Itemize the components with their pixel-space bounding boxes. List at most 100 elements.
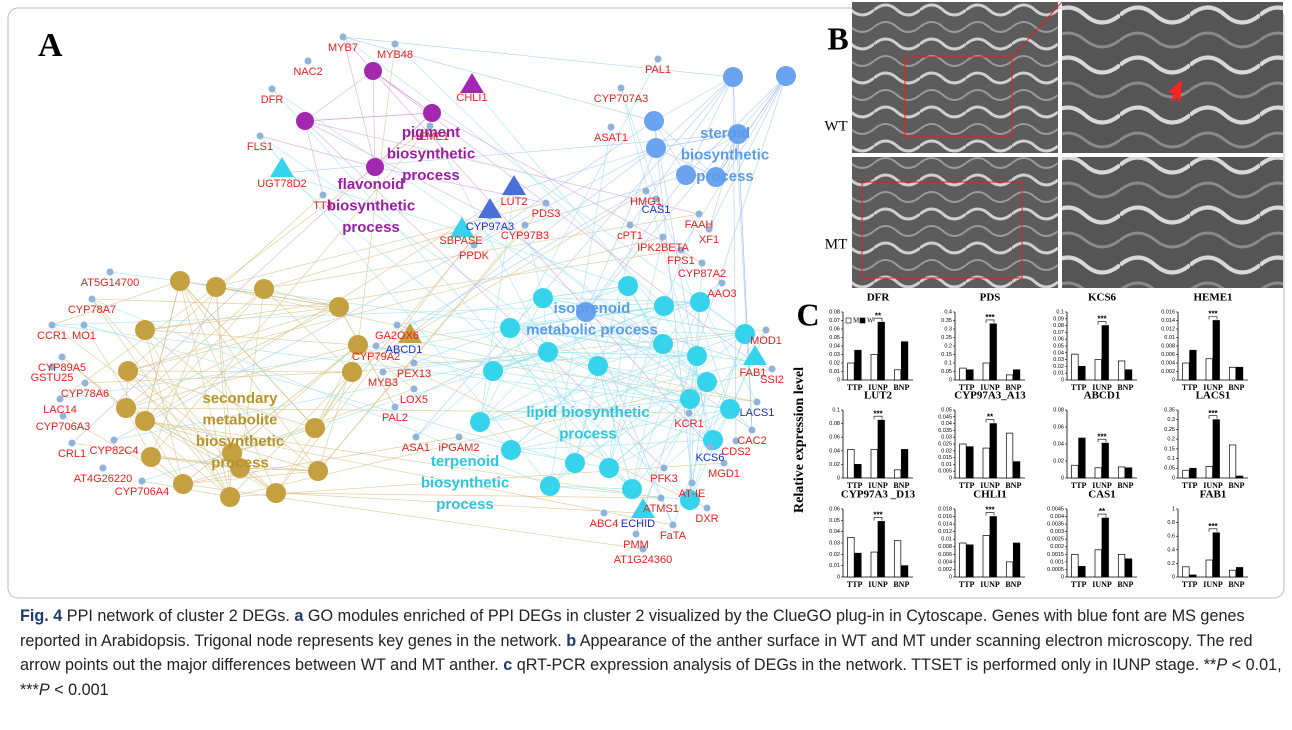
y-tick-label: 0.25 [1164, 427, 1175, 433]
y-tick-label: 0.014 [938, 522, 952, 528]
module-label: metabolic process [526, 321, 658, 338]
module-label: process [211, 454, 269, 471]
node [380, 369, 387, 376]
y-tick-label: 0 [837, 574, 840, 580]
bar [1095, 468, 1102, 478]
y-tick-label: 0.01 [1164, 335, 1175, 341]
y-tick-label: 0.001 [1050, 559, 1064, 565]
edge [128, 195, 323, 371]
gene-label: PFK3 [650, 473, 678, 485]
y-tick-label: 0.02 [829, 552, 840, 558]
gene-label: CYP706A3 [36, 421, 90, 433]
bar [1072, 465, 1079, 478]
bar [1013, 462, 1020, 478]
edge [654, 77, 733, 121]
module-label: isoprenoid [554, 300, 631, 317]
node [670, 522, 677, 529]
module-label: biosynthetic [196, 433, 284, 450]
bar [901, 342, 908, 380]
chart-title: ABCD1 [1084, 390, 1121, 402]
caption: Fig. 4 PPI network of cluster 2 DEGs. a … [20, 604, 1282, 702]
key-gene-node [460, 73, 484, 93]
node [500, 318, 520, 338]
significance: *** [873, 511, 883, 520]
y-tick-label: 0.35 [1164, 407, 1175, 413]
gene-label: DFR [261, 94, 284, 106]
key-gene-node [270, 157, 294, 177]
bar [1125, 559, 1132, 577]
gene-label: PAL2 [382, 412, 408, 424]
node [392, 41, 399, 48]
y-tick-label: 0.01 [829, 369, 840, 375]
y-tick-label: 0.1 [1056, 309, 1064, 315]
significance: *** [1097, 315, 1107, 324]
node [305, 418, 325, 438]
node [320, 192, 327, 199]
node [633, 531, 640, 538]
y-tick-label: 0.08 [829, 421, 840, 427]
node [660, 234, 667, 241]
x-tick-label: IUNP [980, 580, 1000, 589]
bar [1229, 445, 1236, 478]
edge [260, 136, 375, 167]
caption-label: Fig. 4 [20, 607, 62, 625]
node [776, 66, 796, 86]
gene-label: DXR [695, 513, 718, 525]
bar [1190, 468, 1197, 478]
gene-label: MYB7 [328, 42, 358, 54]
bar [1013, 370, 1020, 380]
caption-text: < 0.001 [50, 681, 109, 699]
node [608, 124, 615, 131]
y-tick-label: 0.09 [1053, 316, 1064, 322]
y-tick-label: 0.004 [1050, 514, 1064, 520]
gene-label: CYP78A7 [68, 304, 116, 316]
bar [1125, 370, 1132, 380]
x-tick-label: TTP [1071, 580, 1087, 589]
bar [878, 322, 885, 380]
y-tick-label: 0.6 [1167, 534, 1175, 540]
x-tick-label: IUNP [1092, 580, 1112, 589]
node [720, 399, 740, 419]
y-tick-label: 0 [1061, 475, 1064, 481]
edge [151, 287, 216, 457]
x-tick-label: BNP [1005, 481, 1021, 490]
node [627, 222, 634, 229]
node [676, 165, 696, 185]
gene-label: PEX13 [397, 368, 431, 380]
caption-part: b [566, 632, 576, 650]
gene-label: UGT78D2 [257, 178, 307, 190]
y-tick-label: 0.02 [941, 448, 952, 454]
edge [373, 71, 432, 113]
node [533, 288, 553, 308]
module-label: terpenoid [431, 453, 499, 470]
node [49, 322, 56, 329]
bar [871, 449, 878, 478]
y-tick-label: 0.01 [941, 537, 952, 543]
y-tick-label: 0.014 [1161, 318, 1175, 324]
node [308, 461, 328, 481]
bar [1236, 367, 1243, 380]
bar [1102, 443, 1109, 478]
node [266, 483, 286, 503]
node [305, 58, 312, 65]
x-tick-label: TTP [847, 383, 863, 392]
bar [848, 449, 855, 478]
y-tick-label: 0.002 [1161, 369, 1175, 375]
bar [848, 537, 855, 577]
edge [183, 471, 318, 484]
gene-label: CHLI1 [456, 92, 487, 104]
bar [1213, 533, 1220, 577]
node [173, 474, 193, 494]
node [59, 354, 66, 361]
y-tick-label: 0.8 [1167, 520, 1175, 526]
gene-label: AT4G26220 [74, 473, 133, 485]
bar [1118, 361, 1125, 380]
gene-label: AT5G14700 [81, 277, 140, 289]
bar [855, 553, 862, 577]
ms-gene-label: ECHID [621, 518, 655, 530]
gene-label: FLS1 [247, 141, 273, 153]
node [689, 480, 696, 487]
y-tick-label: 0.02 [1053, 364, 1064, 370]
y-tick-label: 0.04 [1053, 350, 1064, 356]
edge [373, 71, 375, 167]
